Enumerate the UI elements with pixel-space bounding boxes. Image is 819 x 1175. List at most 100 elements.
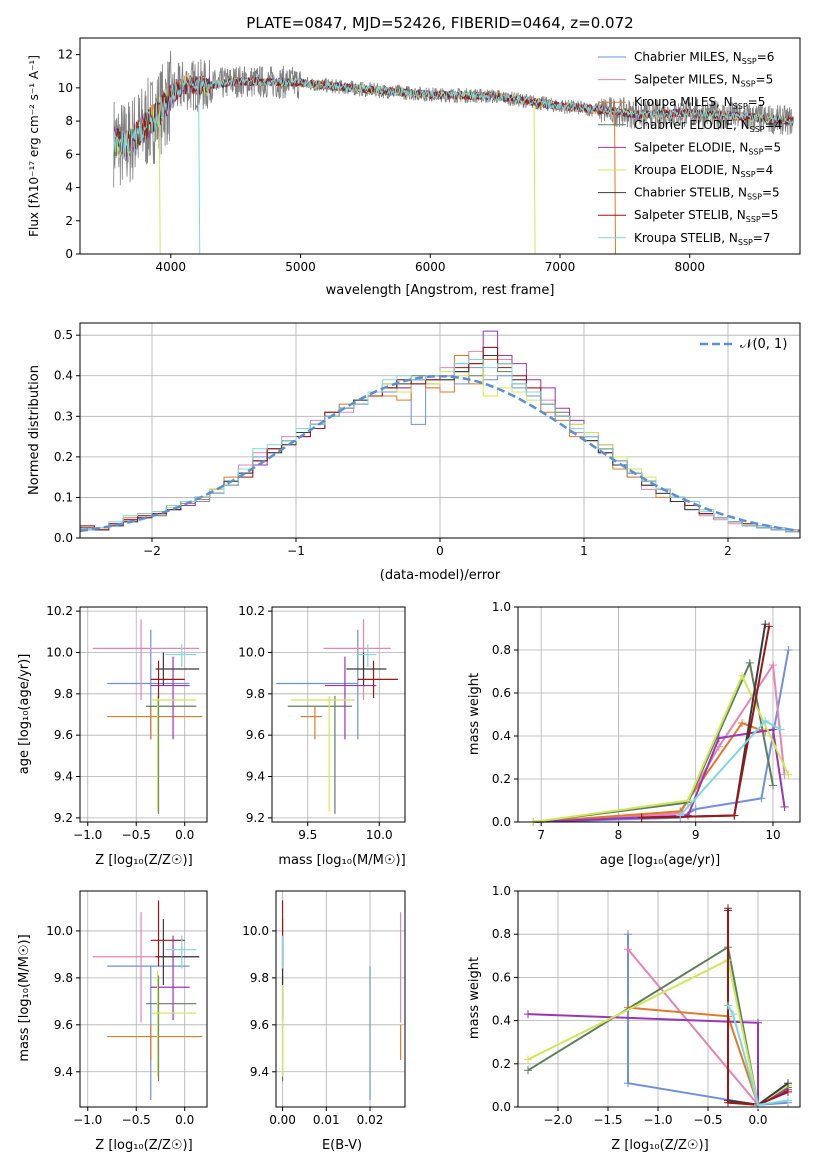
mwZ-ytick-label: 0.0 xyxy=(492,1100,511,1114)
massEBV-ytick-label: 9.6 xyxy=(250,1018,269,1032)
legend-sub: SSP xyxy=(748,147,763,156)
mwAge-ylabel: mass weight xyxy=(467,673,482,755)
mwAge-ytick-label: 0.2 xyxy=(492,772,511,786)
massEBV-ytick-label: 10.0 xyxy=(242,924,269,938)
legend-sub: SSP xyxy=(741,170,756,179)
massZ-xtick-label: −0.5 xyxy=(122,1113,151,1127)
spectrum-xtick-label: 7000 xyxy=(545,260,576,274)
massEBV-ytick-label: 9.4 xyxy=(250,1065,269,1079)
spectrum-xtick-label: 4000 xyxy=(156,260,187,274)
mass-vs-Z-panel: −1.0 −0.5 0.0 9.4 9.6 9.8 10.0 xyxy=(46,890,208,1127)
mwAge-xtick-label: 7 xyxy=(537,828,545,842)
spectrum-dip xyxy=(158,104,161,254)
ageZ-ytick-label: 9.6 xyxy=(54,728,73,742)
ageZ-xtick-label: −1.0 xyxy=(73,828,102,842)
residual-xtick-label: 1 xyxy=(580,544,588,558)
ageZ-ytick-label: 10.2 xyxy=(46,604,73,618)
mwZ-line xyxy=(727,1004,789,1106)
massZ-ytick-label: 9.6 xyxy=(54,1018,73,1032)
ageMass-ytick-label: 9.2 xyxy=(246,811,265,825)
ageZ-ylabel: age [log₁₀(age/yr)] xyxy=(17,654,32,775)
ageMass-xlabel: mass [log₁₀(M/M☉)] xyxy=(278,853,405,868)
massEBV-xtick-label: 0.02 xyxy=(357,1113,384,1127)
spectrum-model-line xyxy=(113,75,794,160)
residual-ytick-label: 0.4 xyxy=(54,369,73,383)
mwAge-xtick-label: 8 xyxy=(615,828,623,842)
legend-eq: =7 xyxy=(753,231,771,245)
mwZ-xtick-label: 0.0 xyxy=(748,1113,767,1127)
residual-xtick-label: 2 xyxy=(724,544,732,558)
massEBV-xtick-label: 0.01 xyxy=(313,1113,340,1127)
residual-ytick-label: 0.5 xyxy=(54,328,73,342)
mwZ-xtick-label: −1.0 xyxy=(643,1113,672,1127)
spectrum-ytick-label: 4 xyxy=(65,181,73,195)
legend-sub: SSP xyxy=(747,193,762,202)
spectrum-ylabel: Flux [fλ10⁻¹⁷ erg cm⁻² s⁻¹ A⁻¹] xyxy=(27,55,41,237)
spectrum-xlabel: wavelength [Angstrom, rest frame] xyxy=(326,283,555,298)
gaussian-legend-label: 𝒩(0, 1) xyxy=(740,337,787,352)
legend-label: Chabrier MILES, NSSP=6 xyxy=(634,50,774,66)
legend-label: Salpeter ELODIE, NSSP=5 xyxy=(634,140,781,156)
legend-eq: =6 xyxy=(757,50,775,64)
spectrum-dip xyxy=(198,104,201,254)
ageMass-ytick-label: 9.6 xyxy=(246,728,265,742)
mwAge-ytick-label: 0.0 xyxy=(492,815,511,829)
mwZ-frame xyxy=(517,890,801,1108)
mwAge-xlabel: age [log₁₀(age/yr)] xyxy=(600,853,721,868)
spectrum-xtick-label: 8000 xyxy=(674,260,705,274)
mwZ-xtick-label: −0.5 xyxy=(693,1113,722,1127)
spectrum-dip xyxy=(613,104,617,254)
legend-label: Salpeter STELIB, NSSP=5 xyxy=(634,208,778,224)
mwAge-xtick-label: 9 xyxy=(692,828,700,842)
residual-ytick-label: 0.2 xyxy=(54,450,73,464)
mwAge-ytick-label: 0.6 xyxy=(492,686,511,700)
massweight-vs-age-panel: 7 8 9 10 0.0 0.2 0.4 0.6 0.8 1.0 xyxy=(492,600,801,842)
legend-sub: SSP xyxy=(750,125,765,134)
mwAge-line xyxy=(533,673,790,823)
residual-xtick-label: −1 xyxy=(287,544,305,558)
mwZ-ytick-label: 0.8 xyxy=(492,927,511,941)
massEBV-xlabel: E(B-V) xyxy=(322,1138,362,1153)
spectrum-xtick-label: 6000 xyxy=(415,260,446,274)
ageMass-frame xyxy=(271,606,406,823)
massZ-ytick-label: 9.4 xyxy=(54,1065,73,1079)
ageZ-xtick-label: 0.0 xyxy=(175,828,194,842)
legend-eq: =4 xyxy=(756,163,774,177)
mwAge-frame xyxy=(517,606,801,823)
residual-xtick-label: −2 xyxy=(143,544,161,558)
residual-ylabel: Normed distribution xyxy=(27,365,42,495)
figure-title: PLATE=0847, MJD=52426, FIBERID=0464, z=0… xyxy=(246,14,633,32)
residual-ytick-label: 0.1 xyxy=(54,490,73,504)
mwZ-ylabel: mass weight xyxy=(467,957,482,1039)
mwAge-line xyxy=(533,721,766,823)
mwZ-xtick-label: −2.0 xyxy=(543,1113,572,1127)
massZ-xtick-label: −1.0 xyxy=(73,1113,102,1127)
massZ-ytick-label: 10.0 xyxy=(46,924,73,938)
residual-ytick-label: 0.0 xyxy=(54,531,73,545)
age-vs-Z-panel: −1.0 −0.5 0.0 9.2 9.4 9.6 9.8 10.0 10.2 xyxy=(46,604,208,842)
age-vs-mass-panel: 9.5 10.0 9.2 9.4 9.6 9.8 10.0 10.2 xyxy=(238,604,406,842)
ageZ-xlabel: Z [log₁₀(Z/Z☉)] xyxy=(95,853,192,868)
mwZ-ytick-label: 0.6 xyxy=(492,970,511,984)
massweight-vs-Z-panel: −2.0 −1.5 −1.0 −0.5 0.0 0.0 0.2 0.4 0.6 0.8 1.0 xyxy=(492,884,801,1127)
mwZ-xtick-label: −1.5 xyxy=(593,1113,622,1127)
ageMass-ytick-label: 10.0 xyxy=(238,645,265,659)
residual-ytick-label: 0.3 xyxy=(54,409,73,423)
residual-xlabel: (data-model)/error xyxy=(380,568,501,583)
spectrum-frame xyxy=(79,37,801,255)
ageMass-ytick-label: 9.4 xyxy=(246,770,265,784)
ageMass-xtick-label: 9.5 xyxy=(298,828,317,842)
ageZ-ytick-label: 9.8 xyxy=(54,687,73,701)
mwAge-ytick-label: 0.4 xyxy=(492,729,511,743)
legend-sub: SSP xyxy=(746,215,761,224)
massEBV-xtick-label: 0.00 xyxy=(269,1113,296,1127)
legend-label: Kroupa STELIB, NSSP=7 xyxy=(634,231,771,247)
legend-eq: =5 xyxy=(748,95,766,109)
residual-xtick-label: 0 xyxy=(436,544,444,558)
legend-label: Kroupa MILES, NSSP=5 xyxy=(634,95,765,111)
massEBV-frame xyxy=(275,890,406,1108)
ageZ-ytick-label: 10.0 xyxy=(46,645,73,659)
legend-eq: =5 xyxy=(763,140,781,154)
legend-label: Chabrier ELODIE, NSSP=4 xyxy=(634,118,782,134)
